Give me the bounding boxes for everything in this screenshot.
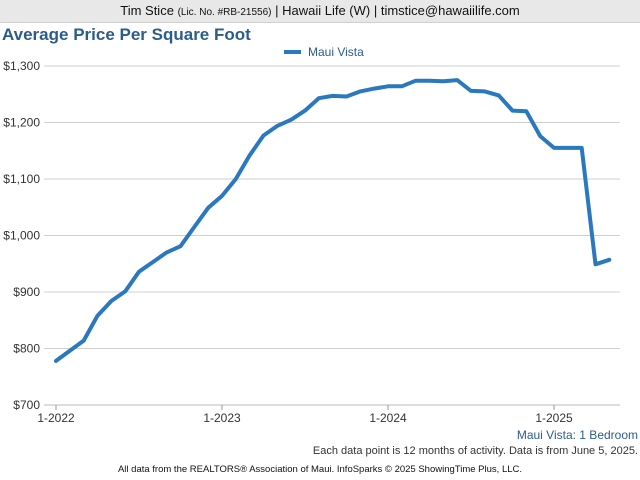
y-tick-label: $900: [13, 285, 40, 299]
chart-legend: Maui Vista: [284, 45, 364, 59]
chart-title: Average Price Per Square Foot: [2, 25, 251, 44]
y-tick-label: $1,300: [3, 59, 40, 73]
y-tick-label: $700: [13, 398, 40, 412]
y-tick-label: $1,000: [3, 229, 40, 243]
legend-swatch: [284, 50, 301, 54]
agent-details: | Hawaii Life (W) | timstice@hawaiilife.…: [275, 3, 520, 18]
agent-header: Tim Stice (Lic. No. #RB-21556) | Hawaii …: [0, 0, 640, 23]
y-tick-label: $1,200: [3, 116, 40, 130]
y-tick-label: $800: [13, 342, 40, 356]
data-note: Each data point is 12 months of activity…: [312, 445, 638, 457]
legend-label: Maui Vista: [308, 45, 364, 59]
chart-subtitle: Maui Vista: 1 Bedroom: [516, 428, 638, 442]
series-line-maui-vista: [54, 78, 612, 363]
agent-license: (Lic. No. #RB-21556): [177, 7, 272, 18]
footer-credit: All data from the REALTORS® Association …: [117, 464, 523, 475]
x-tick-label: 1-2022: [37, 411, 75, 425]
y-tick-label: $1,100: [3, 172, 40, 186]
x-tick-label: 1-2024: [369, 411, 407, 425]
x-tick-label: 1-2025: [535, 411, 573, 425]
agent-name: Tim Stice: [120, 3, 174, 18]
x-tick-label: 1-2023: [203, 411, 241, 425]
